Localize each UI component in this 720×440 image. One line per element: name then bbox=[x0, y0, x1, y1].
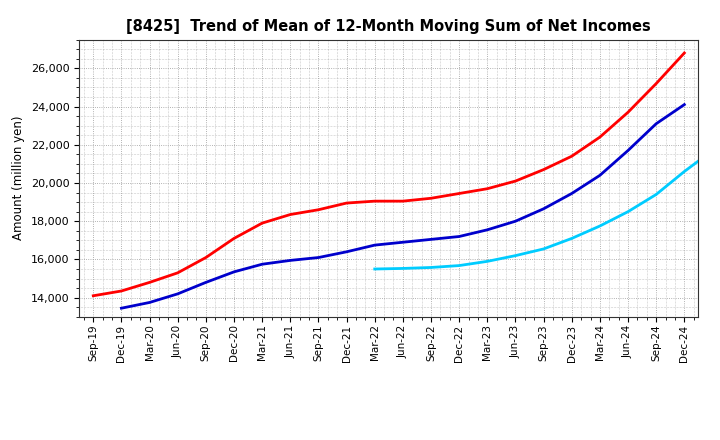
5 Years bbox=[286, 258, 294, 263]
5 Years bbox=[258, 262, 266, 267]
7 Years bbox=[624, 209, 632, 214]
7 Years bbox=[708, 148, 717, 153]
3 Years bbox=[202, 255, 210, 260]
5 Years bbox=[624, 148, 632, 153]
5 Years bbox=[117, 305, 126, 311]
3 Years bbox=[427, 196, 436, 201]
3 Years bbox=[483, 186, 492, 191]
5 Years bbox=[399, 240, 408, 245]
3 Years bbox=[117, 288, 126, 293]
3 Years bbox=[174, 270, 182, 275]
5 Years bbox=[202, 280, 210, 285]
3 Years bbox=[595, 135, 604, 140]
7 Years bbox=[539, 246, 548, 252]
7 Years bbox=[483, 259, 492, 264]
Line: 7 Years: 7 Years bbox=[374, 150, 713, 269]
7 Years bbox=[567, 236, 576, 241]
3 Years bbox=[230, 236, 238, 241]
3 Years bbox=[680, 50, 688, 55]
5 Years bbox=[483, 227, 492, 232]
7 Years bbox=[399, 266, 408, 271]
5 Years bbox=[680, 102, 688, 107]
5 Years bbox=[314, 255, 323, 260]
5 Years bbox=[595, 172, 604, 178]
Line: 3 Years: 3 Years bbox=[94, 53, 684, 296]
3 Years bbox=[258, 220, 266, 226]
3 Years bbox=[145, 280, 154, 285]
3 Years bbox=[652, 81, 660, 86]
5 Years bbox=[145, 300, 154, 305]
3 Years bbox=[567, 154, 576, 159]
3 Years bbox=[624, 110, 632, 115]
3 Years bbox=[455, 191, 464, 196]
7 Years bbox=[680, 169, 688, 174]
7 Years bbox=[370, 266, 379, 271]
5 Years bbox=[342, 249, 351, 254]
7 Years bbox=[652, 192, 660, 197]
3 Years bbox=[539, 167, 548, 172]
7 Years bbox=[595, 224, 604, 229]
3 Years bbox=[89, 293, 98, 298]
7 Years bbox=[511, 253, 520, 258]
3 Years bbox=[342, 200, 351, 205]
5 Years bbox=[427, 237, 436, 242]
3 Years bbox=[314, 207, 323, 213]
5 Years bbox=[567, 191, 576, 196]
Line: 5 Years: 5 Years bbox=[122, 105, 684, 308]
Y-axis label: Amount (million yen): Amount (million yen) bbox=[12, 116, 25, 240]
5 Years bbox=[652, 121, 660, 126]
Title: [8425]  Trend of Mean of 12-Month Moving Sum of Net Incomes: [8425] Trend of Mean of 12-Month Moving … bbox=[127, 19, 651, 34]
5 Years bbox=[370, 242, 379, 248]
7 Years bbox=[427, 265, 436, 270]
3 Years bbox=[370, 198, 379, 204]
3 Years bbox=[286, 212, 294, 217]
5 Years bbox=[511, 219, 520, 224]
5 Years bbox=[455, 234, 464, 239]
7 Years bbox=[455, 263, 464, 268]
5 Years bbox=[174, 291, 182, 297]
5 Years bbox=[230, 269, 238, 275]
3 Years bbox=[399, 198, 408, 204]
3 Years bbox=[511, 179, 520, 184]
5 Years bbox=[539, 206, 548, 212]
